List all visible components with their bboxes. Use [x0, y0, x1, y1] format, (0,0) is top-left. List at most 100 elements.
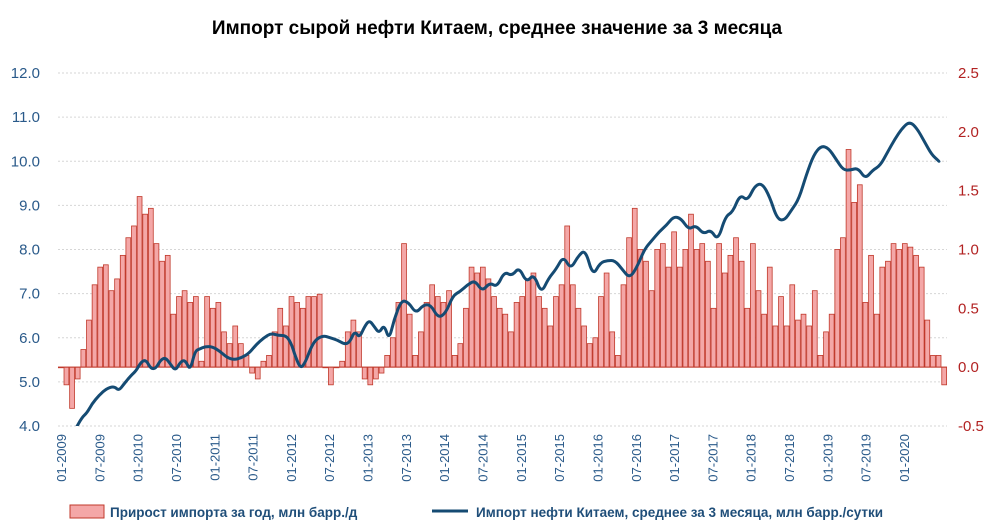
bar	[339, 360, 345, 368]
gridlines	[58, 72, 947, 427]
bar	[913, 254, 919, 368]
bar	[665, 266, 672, 368]
bar	[558, 284, 565, 368]
y-left-tick-label: 10.0	[11, 153, 40, 170]
bar	[479, 266, 486, 368]
y-axis-right: 2.5 2.0 1.5 1.0 0.5 0.0 -0.5	[958, 65, 984, 435]
bar	[316, 293, 323, 368]
bar	[170, 313, 177, 368]
bar	[851, 202, 857, 368]
bar	[513, 302, 520, 368]
x-tick-label: 01-2012	[284, 434, 299, 482]
bar	[845, 149, 852, 368]
y-left-tick-label: 9.0	[19, 197, 40, 214]
bar	[142, 213, 149, 368]
bar	[63, 366, 70, 386]
bar	[840, 237, 846, 368]
bar	[74, 366, 81, 380]
bar	[626, 237, 632, 368]
bar	[176, 296, 182, 368]
bar	[648, 290, 655, 368]
bar	[721, 272, 728, 368]
bar	[429, 284, 435, 368]
bar	[699, 243, 706, 368]
x-tick-label: 07-2009	[92, 434, 107, 482]
bar	[299, 307, 306, 368]
bar	[671, 231, 677, 368]
bar	[119, 254, 126, 368]
x-tick-label: 07-2014	[476, 434, 491, 482]
bar	[108, 290, 115, 368]
bar	[761, 313, 767, 368]
x-tick-label: 01-2010	[131, 434, 146, 482]
bar	[586, 343, 593, 368]
bar	[485, 278, 492, 368]
x-tick-label: 07-2010	[169, 434, 184, 482]
bar	[254, 366, 261, 380]
x-tick-label: 07-2015	[552, 434, 567, 482]
bar	[834, 249, 841, 368]
x-tick-label: 01-2009	[54, 434, 69, 482]
bar	[181, 290, 188, 368]
bar	[418, 331, 424, 368]
bar	[361, 366, 368, 380]
line-series	[75, 121, 941, 426]
bar	[159, 260, 165, 368]
bar	[716, 243, 722, 368]
bar	[226, 343, 233, 368]
bar	[209, 307, 216, 368]
bar	[896, 249, 902, 368]
bar	[423, 302, 430, 368]
x-tick-label: 01-2016	[590, 434, 605, 482]
bar	[800, 313, 807, 368]
bar	[125, 237, 132, 368]
bar	[744, 307, 751, 368]
bar	[733, 237, 739, 368]
y-right-tick-label: 0.0	[958, 359, 979, 376]
bar	[868, 254, 874, 368]
bar	[693, 249, 700, 368]
bar	[918, 266, 925, 368]
bar	[941, 366, 948, 386]
bar	[615, 354, 621, 368]
bar	[283, 325, 289, 368]
bar	[457, 343, 464, 368]
bar	[811, 290, 818, 368]
bar	[525, 278, 531, 368]
bar	[643, 260, 649, 368]
bar	[378, 366, 385, 374]
bar	[519, 296, 526, 368]
bar	[412, 354, 419, 368]
bar	[710, 307, 717, 368]
bar	[434, 296, 441, 368]
bar	[221, 331, 227, 368]
y-left-tick-label: 6.0	[19, 330, 40, 347]
bar	[536, 296, 542, 368]
bar	[705, 260, 711, 368]
x-tick-label: 07-2019	[859, 434, 874, 482]
x-tick-label: 01-2013	[361, 434, 376, 482]
bar	[930, 354, 936, 368]
bar	[592, 337, 599, 368]
bar	[603, 272, 610, 368]
legend-line-label: Импорт нефти Китаем, среднее за 3 месяца…	[476, 505, 883, 520]
legend-bar-label: Прирост импорта за год, млн барр./д	[110, 505, 358, 520]
bar	[778, 296, 784, 368]
bar	[271, 331, 278, 368]
y-right-tick-label: 2.5	[958, 65, 979, 82]
bar	[328, 366, 334, 386]
bar	[564, 225, 571, 368]
bar	[856, 184, 863, 368]
x-axis: 01-2009 07-2009 01-2010 07-2010 01-2011 07-20…	[54, 434, 912, 482]
chart-title: Импорт сырой нефти Китаем, среднее значе…	[212, 18, 783, 39]
bar	[260, 360, 267, 368]
bar	[828, 313, 835, 368]
bar	[924, 319, 931, 368]
bar	[907, 246, 914, 368]
bar	[69, 366, 75, 409]
bar	[935, 354, 942, 368]
y-right-tick-label: 1.0	[958, 242, 979, 259]
bar	[164, 254, 171, 368]
x-tick-label: 01-2018	[744, 434, 759, 482]
